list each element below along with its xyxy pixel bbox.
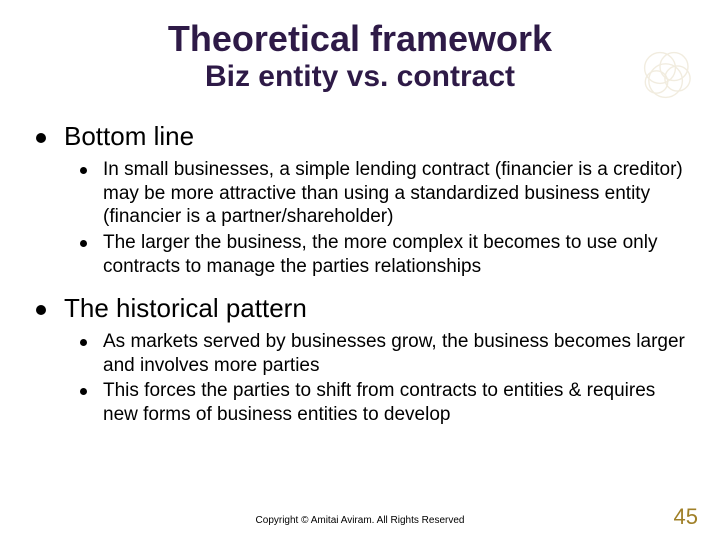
slide-title: Theoretical framework (30, 20, 690, 58)
list-item: The larger the business, the more comple… (80, 231, 690, 279)
decorative-rings (632, 40, 702, 110)
page-number: 45 (674, 504, 698, 530)
bullet-icon (80, 167, 87, 174)
subitems: In small businesses, a simple lending co… (36, 158, 690, 279)
list-item: As markets served by businesses grow, th… (80, 330, 690, 378)
title-block: Theoretical framework Biz entity vs. con… (30, 20, 690, 93)
list-item-text: The larger the business, the more comple… (103, 231, 690, 279)
copyright-text: Copyright © Amitai Aviram. All Rights Re… (0, 515, 720, 526)
bullet-icon (80, 339, 87, 346)
heading-text: Bottom line (64, 121, 194, 152)
section-historical-pattern: The historical pattern As markets served… (36, 293, 690, 427)
content-area: Bottom line In small businesses, a simpl… (30, 121, 690, 427)
section-bottom-line: Bottom line In small businesses, a simpl… (36, 121, 690, 279)
slide-subtitle: Biz entity vs. contract (30, 60, 690, 93)
list-item-text: As markets served by businesses grow, th… (103, 330, 690, 378)
section-heading: Bottom line (36, 121, 690, 152)
list-item: In small businesses, a simple lending co… (80, 158, 690, 229)
slide: Theoretical framework Biz entity vs. con… (0, 0, 720, 540)
list-item: This forces the parties to shift from co… (80, 379, 690, 427)
bullet-icon (36, 305, 46, 315)
bullet-icon (80, 388, 87, 395)
section-heading: The historical pattern (36, 293, 690, 324)
subitems: As markets served by businesses grow, th… (36, 330, 690, 427)
bullet-icon (80, 240, 87, 247)
bullet-icon (36, 133, 46, 143)
list-item-text: This forces the parties to shift from co… (103, 379, 690, 427)
list-item-text: In small businesses, a simple lending co… (103, 158, 690, 229)
heading-text: The historical pattern (64, 293, 307, 324)
